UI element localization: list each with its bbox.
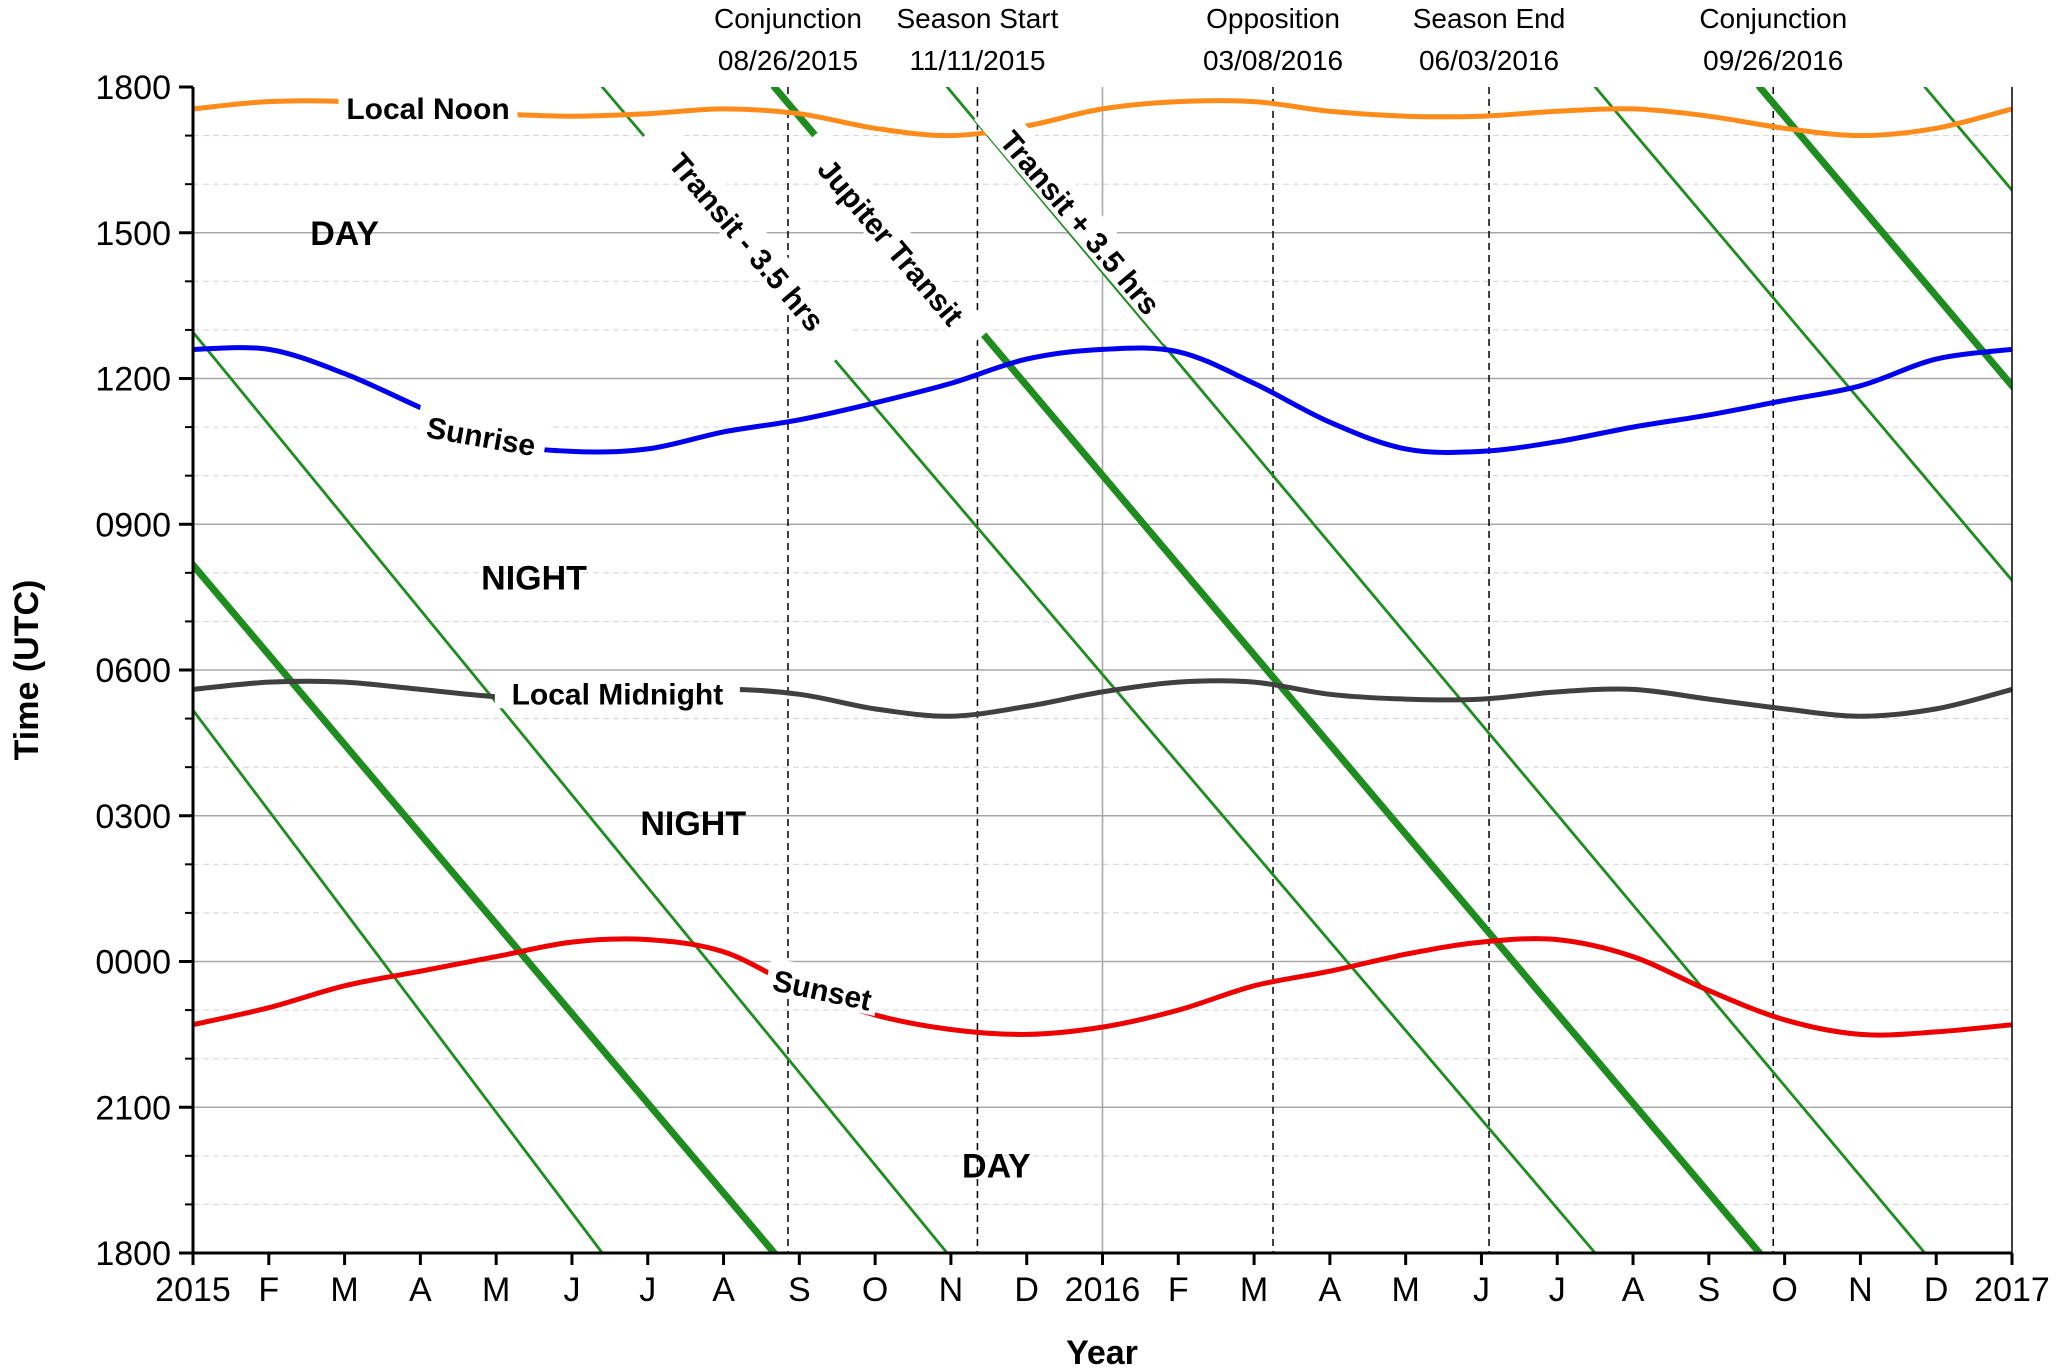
curve-label-group: Sunset	[763, 957, 882, 1018]
x-tick-label: A	[1319, 1271, 1342, 1309]
curve-label-group: Sunrise	[414, 403, 549, 463]
x-tick-label: D	[1014, 1271, 1039, 1309]
curve-label-group: Transit + 3.5 hrs	[974, 96, 1192, 345]
curve-label: Transit + 3.5 hrs	[993, 125, 1166, 321]
x-tick-label: O	[1771, 1271, 1797, 1309]
transit-offset-line	[193, 707, 604, 1253]
y-axis-title: Time (UTC)	[8, 580, 46, 761]
x-tick-label: J	[563, 1271, 580, 1309]
event-name-label: Conjunction	[1699, 3, 1847, 34]
labels: Conjunction 08/26/2015 Season Start 11/11/2…	[310, 3, 1847, 1186]
event-name-label: Conjunction	[714, 3, 862, 34]
axes: 1800150012000900060003000000210018002015…	[95, 69, 2049, 1309]
event-date-label: 09/26/2016	[1703, 45, 1843, 76]
x-tick-label: M	[330, 1271, 358, 1309]
x-tick-label: J	[639, 1271, 656, 1309]
event-date-label: 03/08/2016	[1203, 45, 1343, 76]
curve-label-background	[974, 96, 1192, 345]
curve-label-background	[795, 128, 992, 352]
x-axis-title: Year	[1066, 1334, 1138, 1371]
x-tick-label: 2016	[1065, 1271, 1141, 1309]
y-tick-label: 1800	[95, 1235, 171, 1273]
y-tick-label: 0900	[95, 506, 171, 544]
x-tick-label: O	[862, 1271, 888, 1309]
event-name-label: Opposition	[1206, 3, 1340, 34]
curve-label-background	[640, 115, 859, 365]
region-label: DAY	[310, 215, 379, 253]
curve-label: Local Midnight	[512, 678, 724, 711]
event-date-label: 11/11/2015	[909, 45, 1045, 76]
x-tick-label: M	[1240, 1271, 1268, 1309]
x-tick-label: S	[788, 1271, 811, 1309]
y-tick-label: 0300	[95, 798, 171, 836]
jupiter-transit-line	[1756, 87, 2012, 392]
y-tick-label: 0000	[95, 944, 171, 982]
region-label: NIGHT	[481, 560, 587, 598]
curve-label: Transit - 3.5 hrs	[662, 147, 830, 338]
event-name-label: Season End	[1413, 3, 1566, 34]
x-tick-label: J	[1473, 1271, 1490, 1309]
x-tick-label: 2015	[155, 1271, 231, 1309]
x-tick-label: A	[1622, 1271, 1645, 1309]
y-tick-label: 1500	[95, 215, 171, 253]
jupiter-transit-line	[193, 559, 778, 1253]
sunset-line	[193, 936, 2012, 1038]
transit-offset-line	[193, 330, 949, 1253]
x-tick-label: A	[409, 1271, 432, 1309]
curve-label: Jupiter Transit	[811, 153, 970, 332]
x-tick-label: J	[1549, 1271, 1566, 1309]
x-tick-label: M	[1392, 1271, 1420, 1309]
y-tick-label: 1800	[95, 69, 171, 107]
x-tick-label: N	[1848, 1271, 1873, 1309]
curve-label-group: Local Noon	[338, 86, 518, 126]
x-tick-label: 2017	[1974, 1271, 2050, 1309]
x-tick-label: M	[482, 1271, 510, 1309]
curve-label-background	[338, 86, 518, 123]
y-tick-label: 2100	[95, 1089, 171, 1127]
x-tick-label: D	[1924, 1271, 1949, 1309]
curve-label-background	[494, 672, 740, 709]
region-label: NIGHT	[640, 805, 746, 843]
grid	[193, 87, 2012, 1253]
transit-offset-line	[1593, 87, 2012, 583]
curve-label-background	[414, 403, 549, 462]
transit-offset-line	[945, 87, 1927, 1253]
curve-label: Local Noon	[346, 93, 509, 126]
y-tick-label: 1200	[95, 361, 171, 399]
event-date-label: 06/03/2016	[1419, 45, 1559, 76]
x-tick-label: F	[258, 1271, 279, 1309]
region-label: DAY	[962, 1148, 1031, 1186]
x-tick-label: A	[712, 1271, 735, 1309]
event-date-label: 08/26/2015	[718, 45, 858, 76]
event-name-label: Season Start	[897, 3, 1059, 34]
curve-label-group: Local Midnight	[494, 672, 740, 711]
x-tick-label: N	[939, 1271, 964, 1309]
curve-label-background	[763, 957, 882, 1017]
y-tick-label: 0600	[95, 652, 171, 690]
x-tick-label: F	[1168, 1271, 1189, 1309]
x-tick-label: S	[1697, 1271, 1720, 1309]
